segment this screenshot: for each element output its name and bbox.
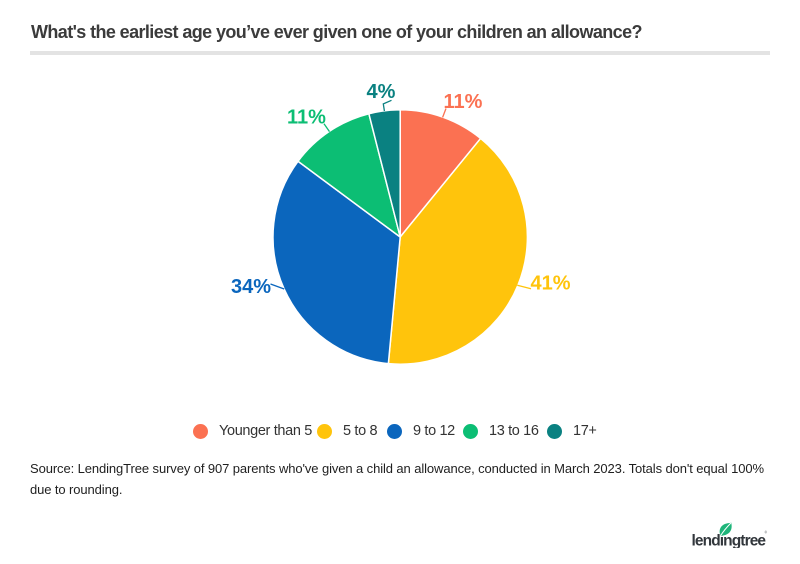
svg-text:41%: 41%: [530, 273, 570, 295]
svg-text:®: ®: [765, 531, 768, 535]
svg-text:11%: 11%: [444, 91, 483, 113]
svg-text:4%: 4%: [367, 81, 396, 103]
svg-text:lendingtree: lendingtree: [692, 533, 767, 549]
svg-text:34%: 34%: [231, 276, 271, 298]
svg-text:11%: 11%: [287, 107, 326, 129]
